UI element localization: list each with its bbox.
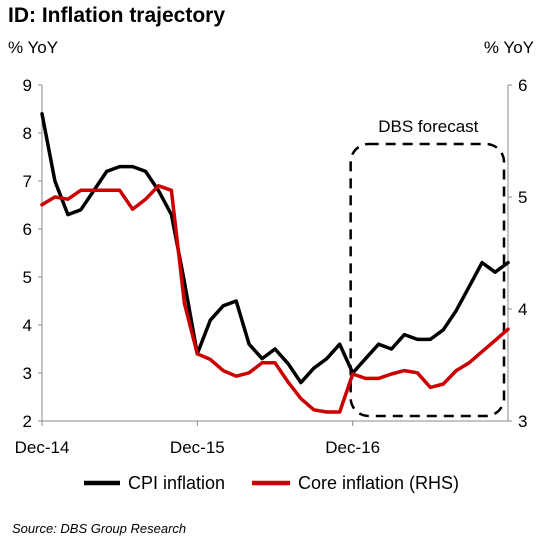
- forecast-box: [349, 142, 506, 418]
- x-tick-label: Dec-15: [170, 438, 225, 457]
- left-tick-label: 6: [23, 220, 32, 239]
- left-tick-label: 4: [23, 316, 32, 335]
- core-inflation-line: [40, 184, 510, 414]
- left-tick-label: 9: [23, 76, 32, 95]
- right-tick-label: 5: [518, 188, 527, 207]
- source-note: Source: DBS Group Research: [12, 521, 187, 536]
- x-tick-label: Dec-16: [325, 438, 380, 457]
- left-axis-unit: % YoY: [8, 38, 59, 57]
- left-tick-label: 7: [23, 172, 32, 191]
- cpi-inflation-line: [40, 112, 510, 385]
- left-tick-label: 3: [23, 364, 32, 383]
- left-tick-label: 2: [23, 412, 32, 431]
- right-tick-label: 6: [518, 76, 527, 95]
- left-tick-label: 5: [23, 268, 32, 287]
- forecast-annotation: DBS forecast: [378, 117, 478, 136]
- x-tick-label: Dec-14: [15, 438, 70, 457]
- right-tick-label: 3: [518, 412, 527, 431]
- legend-label-core: Core inflation (RHS): [298, 473, 459, 493]
- legend-label-cpi: CPI inflation: [128, 473, 225, 493]
- right-axis-unit: % YoY: [483, 38, 534, 57]
- chart-title: ID: Inflation trajectory: [8, 4, 226, 27]
- left-tick-label: 8: [23, 124, 32, 143]
- right-tick-label: 4: [518, 300, 527, 319]
